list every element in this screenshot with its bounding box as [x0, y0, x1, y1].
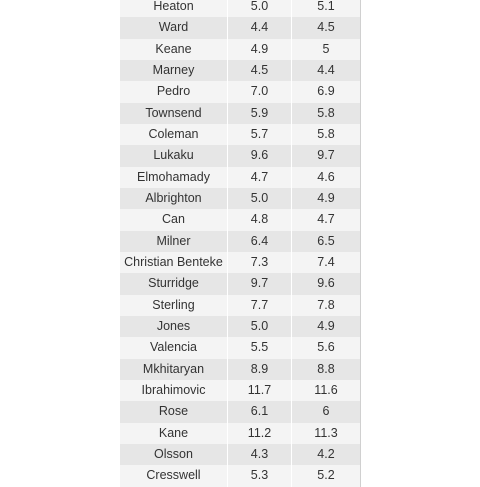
- player-name-cell: Albrighton: [120, 187, 228, 210]
- player-name-cell: Pedro: [120, 81, 228, 103]
- value-1-cell: 5.0: [228, 0, 292, 18]
- value-1-cell: 6.1: [228, 401, 292, 423]
- table-row: Valencia 5.5 5.6: [120, 337, 361, 359]
- player-name-cell: Kane: [120, 422, 228, 444]
- player-name-cell: Elmohamady: [120, 166, 228, 188]
- player-name-cell: Mkhitaryan: [120, 358, 228, 380]
- table-row: Sterling 7.7 7.8: [120, 294, 361, 316]
- value-2-cell: 7.4: [292, 251, 361, 274]
- table-row: Rose 6.1 6: [120, 401, 361, 423]
- value-1-cell: 11.2: [228, 422, 292, 444]
- player-name-cell: Coleman: [120, 123, 228, 146]
- value-2-cell: 4.4: [292, 59, 361, 82]
- player-name-cell: Lukaku: [120, 145, 228, 167]
- value-2-cell: 5: [292, 38, 361, 60]
- value-1-cell: 5.9: [228, 102, 292, 124]
- value-2-cell: 11.6: [292, 379, 361, 402]
- value-2-cell: 5.8: [292, 102, 361, 124]
- player-table: Heaton 5.0 5.1 Ward 4.4 4.5 Keane 4.9 5 Marney 4.5…: [120, 0, 361, 487]
- table-row: Christian Benteke 7.3 7.4: [120, 251, 361, 274]
- value-2-cell: 5.8: [292, 123, 361, 146]
- value-2-cell: 6: [292, 401, 361, 423]
- value-2-cell: 6.9: [292, 81, 361, 103]
- value-1-cell: 4.4: [228, 17, 292, 39]
- table-row: Olsson 4.3 4.2: [120, 443, 361, 466]
- player-name-cell: Heaton: [120, 0, 228, 18]
- table-row: Marney 4.5 4.4: [120, 59, 361, 82]
- table-row: Kane 11.2 11.3: [120, 422, 361, 444]
- player-name-cell: Can: [120, 209, 228, 231]
- player-name-cell: Sturridge: [120, 273, 228, 295]
- value-2-cell: 4.6: [292, 166, 361, 188]
- table-row: Lukaku 9.6 9.7: [120, 145, 361, 167]
- player-name-cell: Keane: [120, 38, 228, 60]
- table-row: Ward 4.4 4.5: [120, 17, 361, 39]
- value-1-cell: 6.4: [228, 230, 292, 252]
- player-name-cell: Marney: [120, 59, 228, 82]
- table-row: Albrighton 5.0 4.9: [120, 187, 361, 210]
- value-2-cell: 5.1: [292, 0, 361, 18]
- player-name-cell: Olsson: [120, 443, 228, 466]
- value-1-cell: 7.7: [228, 294, 292, 316]
- value-1-cell: 4.5: [228, 59, 292, 82]
- value-1-cell: 11.7: [228, 379, 292, 402]
- player-name-cell: Ibrahimovic: [120, 379, 228, 402]
- value-1-cell: 5.0: [228, 187, 292, 210]
- player-name-cell: Christian Benteke: [120, 251, 228, 274]
- player-name-cell: Rose: [120, 401, 228, 423]
- value-2-cell: 4.9: [292, 315, 361, 338]
- player-name-cell: Ward: [120, 17, 228, 39]
- value-2-cell: 4.7: [292, 209, 361, 231]
- value-2-cell: 11.3: [292, 422, 361, 444]
- value-1-cell: 7.3: [228, 251, 292, 274]
- value-2-cell: 9.7: [292, 145, 361, 167]
- value-1-cell: 7.0: [228, 81, 292, 103]
- player-name-cell: Milner: [120, 230, 228, 252]
- value-2-cell: 6.5: [292, 230, 361, 252]
- value-1-cell: 5.7: [228, 123, 292, 146]
- value-2-cell: 9.6: [292, 273, 361, 295]
- table-row: Coleman 5.7 5.8: [120, 123, 361, 146]
- table-row: Jones 5.0 4.9: [120, 315, 361, 338]
- value-1-cell: 4.8: [228, 209, 292, 231]
- value-1-cell: 4.7: [228, 166, 292, 188]
- table-row: Can 4.8 4.7: [120, 209, 361, 231]
- value-1-cell: 8.9: [228, 358, 292, 380]
- value-2-cell: 4.5: [292, 17, 361, 39]
- value-1-cell: 4.9: [228, 38, 292, 60]
- table-row: Elmohamady 4.7 4.6: [120, 166, 361, 188]
- table-row: Townsend 5.9 5.8: [120, 102, 361, 124]
- table-row: Ibrahimovic 11.7 11.6: [120, 379, 361, 402]
- value-2-cell: 4.9: [292, 187, 361, 210]
- value-1-cell: 5.5: [228, 337, 292, 359]
- player-name-cell: Sterling: [120, 294, 228, 316]
- table-row: Cresswell 5.3 5.2: [120, 465, 361, 487]
- value-2-cell: 4.2: [292, 443, 361, 466]
- player-name-cell: Valencia: [120, 337, 228, 359]
- player-name-cell: Jones: [120, 315, 228, 338]
- value-2-cell: 7.8: [292, 294, 361, 316]
- value-1-cell: 5.3: [228, 465, 292, 487]
- value-1-cell: 4.3: [228, 443, 292, 466]
- value-2-cell: 8.8: [292, 358, 361, 380]
- table-row: Heaton 5.0 5.1: [120, 0, 361, 18]
- table-row: Sturridge 9.7 9.6: [120, 273, 361, 295]
- table-row: Pedro 7.0 6.9: [120, 81, 361, 103]
- value-1-cell: 9.7: [228, 273, 292, 295]
- player-name-cell: Cresswell: [120, 465, 228, 487]
- value-1-cell: 9.6: [228, 145, 292, 167]
- player-name-cell: Townsend: [120, 102, 228, 124]
- table-row: Keane 4.9 5: [120, 38, 361, 60]
- value-1-cell: 5.0: [228, 315, 292, 338]
- value-2-cell: 5.6: [292, 337, 361, 359]
- table-row: Milner 6.4 6.5: [120, 230, 361, 252]
- value-2-cell: 5.2: [292, 465, 361, 487]
- table-row: Mkhitaryan 8.9 8.8: [120, 358, 361, 380]
